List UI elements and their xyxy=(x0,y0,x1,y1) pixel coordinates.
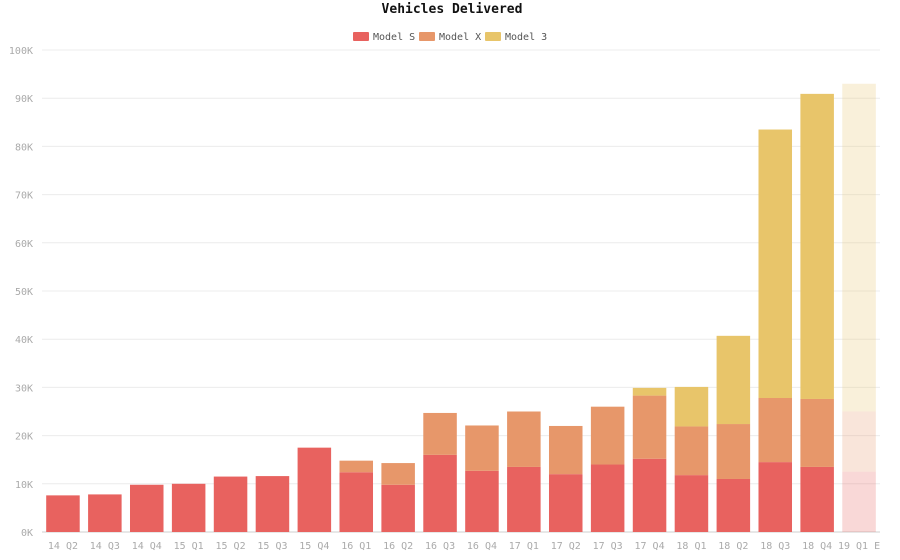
bar-segment-model-s xyxy=(255,476,290,532)
legend: Model S Model X Model 3 xyxy=(353,32,547,43)
y-tick-label: 100K xyxy=(9,46,33,57)
bar-segment-model-s xyxy=(46,495,80,532)
legend-label: Model S xyxy=(373,32,415,43)
legend-swatch xyxy=(353,32,369,41)
x-tick-label: 17 Q3 xyxy=(593,541,623,552)
x-tick-label: 16 Q2 xyxy=(383,541,413,552)
bar-segment-model-s xyxy=(632,458,667,532)
bar-segment-model-s xyxy=(548,474,583,532)
bar-segment-model-x xyxy=(590,406,625,465)
x-tick-label: 18 Q4 xyxy=(802,541,832,552)
y-tick-label: 0K xyxy=(21,528,33,539)
legend-label: Model X xyxy=(439,32,481,43)
gridlines xyxy=(42,49,880,533)
x-tick-label: 15 Q3 xyxy=(257,541,287,552)
bar-segment-model-3 xyxy=(800,93,834,399)
x-tick-label: 16 Q1 xyxy=(341,541,371,552)
y-tick-label: 70K xyxy=(15,191,33,202)
y-tick-label: 50K xyxy=(15,287,33,298)
chart-title: Vehicles Delivered xyxy=(382,2,523,17)
x-tick-label: 14 Q3 xyxy=(90,541,120,552)
bar-segment-model-3 xyxy=(716,335,751,425)
bar-segment-model-x xyxy=(423,412,457,455)
bar-segment-model-s xyxy=(842,471,876,532)
x-tick-label: 15 Q2 xyxy=(215,541,245,552)
bar-segment-model-x xyxy=(465,425,499,471)
bar-segment-model-s xyxy=(171,483,206,532)
bar-segment-model-s xyxy=(88,494,122,532)
bar-segment-model-s xyxy=(800,466,834,532)
bar-segment-model-x xyxy=(381,463,415,485)
bar-segment-model-s xyxy=(507,466,541,532)
bar-segment-model-x xyxy=(674,426,709,476)
x-tick-label: 17 Q1 xyxy=(509,541,539,552)
x-tick-label: 16 Q3 xyxy=(425,541,455,552)
x-tick-label: 18 Q2 xyxy=(718,541,748,552)
bar-segment-model-x xyxy=(800,398,834,467)
y-tick-label: 10K xyxy=(15,480,33,491)
legend-label: Model 3 xyxy=(505,32,547,43)
bar-segment-model-3 xyxy=(758,129,793,399)
bar-segment-model-s xyxy=(339,472,374,532)
x-tick-label: 14 Q4 xyxy=(132,541,162,552)
bar-segment-model-x xyxy=(339,460,374,473)
x-tick-label: 19 Q1 E xyxy=(838,541,880,552)
bar-segment-model-s xyxy=(716,478,751,532)
bar-segment-model-s xyxy=(465,470,499,532)
x-tick-label: 17 Q2 xyxy=(551,541,581,552)
y-tick-label: 20K xyxy=(15,432,33,443)
bar-segment-model-s xyxy=(758,462,793,532)
bar-segment-model-x xyxy=(758,398,793,463)
x-tick-label: 18 Q3 xyxy=(760,541,790,552)
bar-segment-model-s xyxy=(213,476,248,532)
bar-segment-model-3 xyxy=(842,83,876,412)
y-tick-label: 30K xyxy=(15,383,33,394)
legend-swatch xyxy=(419,32,435,41)
x-tick-label: 17 Q4 xyxy=(634,541,664,552)
y-axis: 0K 10K 20K 30K 40K 50K 60K 70K 80K 90K 100K xyxy=(9,46,33,539)
bar-segment-model-s xyxy=(381,484,415,532)
y-tick-label: 40K xyxy=(15,335,33,346)
bar-segment-model-x xyxy=(548,425,583,475)
x-tick-label: 18 Q1 xyxy=(676,541,706,552)
bar-segment-model-x xyxy=(716,424,751,479)
x-axis: 14 Q2 14 Q3 14 Q4 15 Q1 15 Q2 15 Q3 15 Q4 16 Q1… xyxy=(48,541,880,552)
bar-segment-model-3 xyxy=(632,387,667,396)
bar-segment-model-3 xyxy=(674,386,709,427)
y-tick-label: 80K xyxy=(15,142,33,153)
x-tick-label: 15 Q4 xyxy=(299,541,329,552)
bar-segment-model-s xyxy=(590,464,625,532)
bar-segment-model-x xyxy=(632,395,667,459)
x-tick-label: 16 Q4 xyxy=(467,541,497,552)
legend-swatch xyxy=(485,32,501,41)
y-tick-label: 60K xyxy=(15,239,33,250)
y-tick-label: 90K xyxy=(15,94,33,105)
bar-segment-model-x xyxy=(842,411,876,472)
x-tick-label: 15 Q1 xyxy=(174,541,204,552)
bars xyxy=(46,83,876,532)
x-tick-label: 14 Q2 xyxy=(48,541,78,552)
bar-segment-model-s xyxy=(423,454,457,532)
bar-segment-model-s xyxy=(129,484,164,532)
bar-segment-model-s xyxy=(674,475,709,532)
bar-segment-model-x xyxy=(507,411,541,467)
bar-segment-model-s xyxy=(297,447,332,532)
